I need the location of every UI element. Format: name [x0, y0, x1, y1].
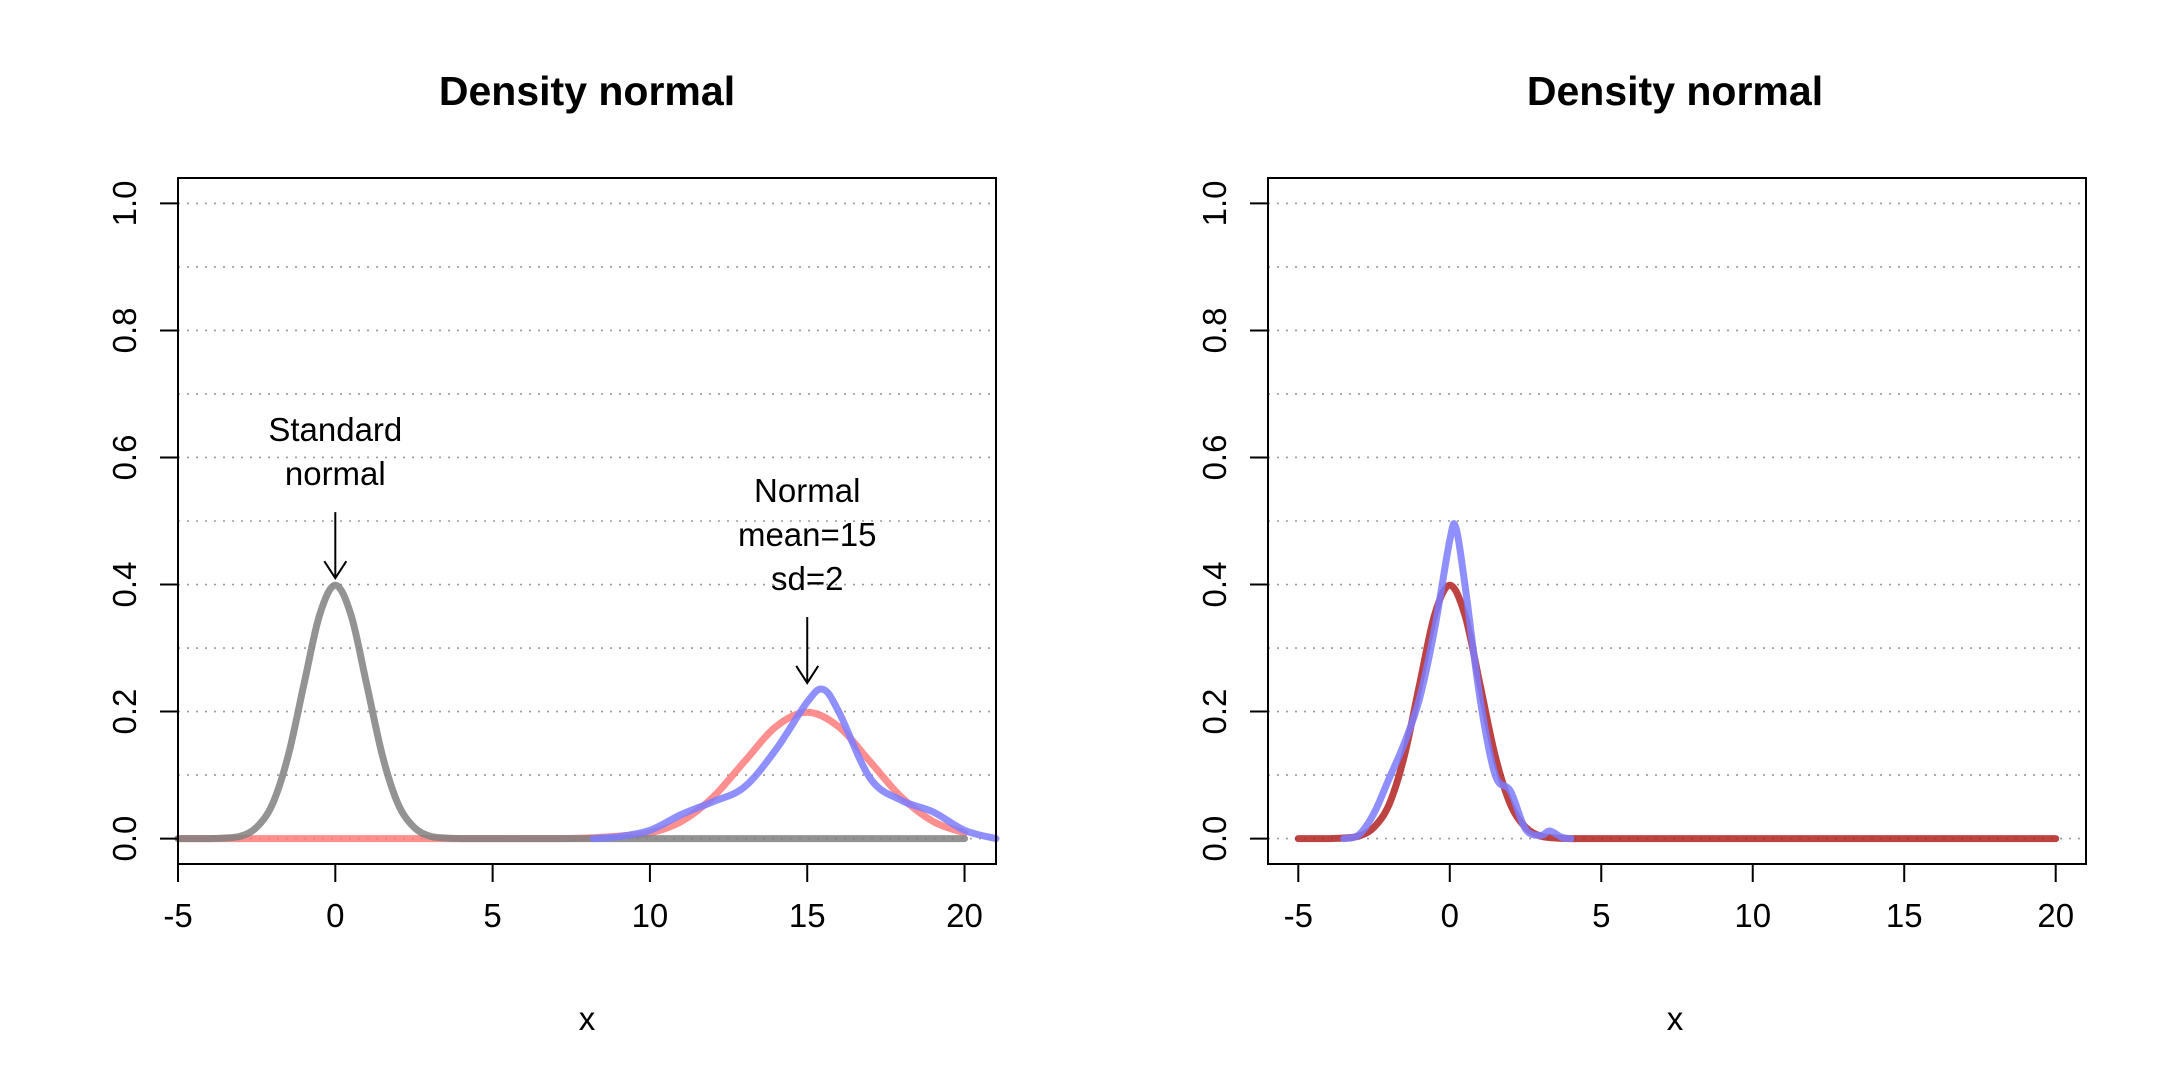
chart-title: Density normal	[1527, 68, 1823, 114]
series-line-1	[1294, 581, 2060, 843]
panel-left: Density normal x -5 0 5 10 15 20 0.0 0.2 0.4 0.6…	[106, 68, 1000, 1037]
y-tick-label: 1.0	[1196, 180, 1233, 226]
series-line-2	[1340, 520, 1575, 843]
y-axis: 0.0 0.2 0.4 0.6 0.8 1.0	[106, 180, 179, 862]
plot-frame	[1267, 177, 2087, 865]
panel-right: Density normal x -5 0 5 10 15 20 0.0 0.2 0.4 0.6…	[1196, 68, 2087, 1037]
annotation-line: sd=2	[771, 560, 843, 597]
chart-title: Density normal	[439, 68, 735, 114]
x-tick-label: -5	[1284, 897, 1313, 934]
y-axis: 0.0 0.2 0.4 0.6 0.8 1.0	[1196, 180, 1269, 862]
x-tick-label: -5	[163, 897, 192, 934]
x-tick-label: 15	[1886, 897, 1923, 934]
x-tick-label: 5	[1592, 897, 1610, 934]
x-axis-label: x	[579, 1000, 596, 1037]
y-tick-label: 0.4	[1196, 562, 1233, 608]
annotation-line: Standard	[268, 411, 402, 448]
y-tick-label: 0.4	[106, 562, 143, 608]
series-line-3	[589, 685, 1000, 843]
annotation-line: mean=15	[738, 516, 877, 553]
y-tick-label: 0.8	[1196, 308, 1233, 354]
annotation-line: normal	[285, 455, 386, 492]
y-tick-label: 1.0	[106, 180, 143, 226]
x-tick-label: 20	[2037, 897, 2074, 934]
x-tick-label: 5	[483, 897, 501, 934]
plot-frame	[177, 177, 997, 865]
x-tick-label: 15	[789, 897, 826, 934]
x-tick-label: 10	[1734, 897, 1771, 934]
y-tick-label: 0.0	[106, 816, 143, 862]
annotation-line: Normal	[754, 472, 860, 509]
x-axis: -5 0 5 10 15 20	[163, 863, 983, 934]
y-tick-label: 0.2	[1196, 689, 1233, 735]
series-group	[174, 581, 1000, 843]
y-tick-label: 0.8	[106, 308, 143, 354]
series-line-2	[174, 581, 968, 843]
x-tick-label: 10	[632, 897, 669, 934]
y-tick-label: 0.2	[106, 689, 143, 735]
x-tick-label: 20	[946, 897, 983, 934]
y-tick-label: 0.6	[106, 435, 143, 481]
series-group	[1294, 520, 2060, 843]
x-axis-label: x	[1667, 1000, 1684, 1037]
annotation-text: Normal mean=15 sd=2	[738, 472, 877, 597]
x-tick-label: 0	[326, 897, 344, 934]
annotation-arrow-head	[323, 560, 348, 581]
annotations: Standard normal Normal mean=15 sd=2	[268, 411, 877, 685]
annotation-arrow-head	[795, 665, 820, 685]
grid	[1268, 202, 2086, 840]
x-axis: -5 0 5 10 15 20	[1284, 863, 2074, 934]
y-tick-label: 0.0	[1196, 816, 1233, 862]
x-tick-label: 0	[1441, 897, 1459, 934]
annotation-text: Standard normal	[268, 411, 402, 492]
y-tick-label: 0.6	[1196, 435, 1233, 481]
